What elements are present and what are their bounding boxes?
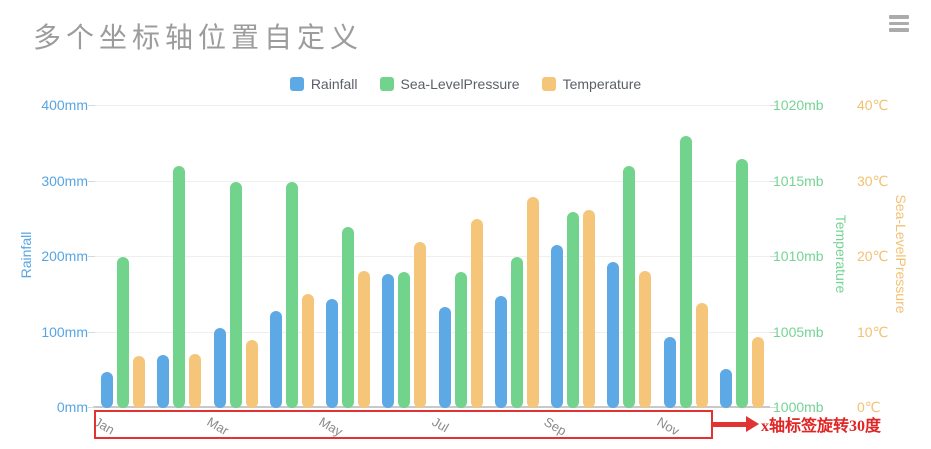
legend-item-sea-levelpressure[interactable]: Sea-LevelPressure <box>379 76 520 92</box>
bar-sea-levelpressure[interactable] <box>735 158 748 408</box>
annotation-arrow <box>713 422 746 427</box>
y-tick-label-rainfall: 200mm <box>41 248 88 264</box>
axis-tick <box>88 105 95 106</box>
bar-sea-levelpressure[interactable] <box>173 166 186 408</box>
legend-label: Rainfall <box>310 76 358 92</box>
bar-rainfall[interactable] <box>157 355 170 408</box>
axis-tick <box>770 180 777 182</box>
bar-temperature[interactable] <box>695 303 708 408</box>
y-axis-name-pressure: Temperature <box>833 214 849 294</box>
legend-label: Sea-LevelPressure <box>400 76 520 92</box>
legend: Rainfall Sea-LevelPressure Temperature <box>0 76 931 92</box>
y-axis-name-temperature: Sea-LevelPressure <box>893 194 909 314</box>
gridline <box>95 180 770 182</box>
axis-tick <box>770 331 777 333</box>
bar-sea-levelpressure[interactable] <box>398 272 411 408</box>
bar-temperature[interactable] <box>751 337 764 408</box>
bar-sea-levelpressure[interactable] <box>623 166 636 408</box>
bar-sea-levelpressure[interactable] <box>342 226 355 408</box>
y-tick-label-temperature: 10℃ <box>857 323 889 340</box>
y-tick-label-pressure: 1020mb <box>773 97 824 113</box>
y-tick-label-rainfall: 300mm <box>41 172 88 189</box>
y-tick-label-temperature: 0℃ <box>857 399 881 415</box>
bar-temperature[interactable] <box>133 355 146 408</box>
gridline <box>95 331 770 333</box>
axis-tick <box>88 180 95 182</box>
axis-tick <box>770 105 777 106</box>
bar-temperature[interactable] <box>189 353 202 408</box>
x-axis-line <box>93 406 770 408</box>
bar-rainfall[interactable] <box>663 337 676 408</box>
bar-temperature[interactable] <box>358 271 371 408</box>
bar-sea-levelpressure[interactable] <box>117 257 130 408</box>
bar-rainfall[interactable] <box>438 306 451 408</box>
gridline <box>95 105 770 106</box>
bar-temperature[interactable] <box>639 271 652 408</box>
bar-sea-levelpressure[interactable] <box>454 272 467 408</box>
y-tick-label-pressure: 1010mb <box>773 248 824 264</box>
bar-temperature[interactable] <box>526 196 539 408</box>
y-tick-label-rainfall: 100mm <box>41 323 88 340</box>
legend-item-rainfall[interactable]: Rainfall <box>289 76 358 92</box>
bar-rainfall[interactable] <box>494 296 507 408</box>
legend-item-temperature[interactable]: Temperature <box>541 76 642 92</box>
bar-rainfall[interactable] <box>382 273 395 408</box>
bar-sea-levelpressure[interactable] <box>567 211 580 408</box>
bar-temperature[interactable] <box>301 293 314 408</box>
hamburger-menu-icon[interactable] <box>889 15 909 35</box>
bar-rainfall[interactable] <box>607 261 620 408</box>
legend-label: Temperature <box>562 76 642 92</box>
axis-tick <box>88 407 95 408</box>
bar-temperature[interactable] <box>245 340 258 408</box>
y-tick-label-temperature: 20℃ <box>857 248 889 264</box>
legend-swatch-icon <box>289 77 304 91</box>
bar-sea-levelpressure[interactable] <box>679 136 692 408</box>
y-tick-label-temperature: 40℃ <box>857 97 889 113</box>
bar-temperature[interactable] <box>470 219 483 408</box>
annotation-arrow-head-icon <box>746 416 759 432</box>
bar-temperature[interactable] <box>583 210 596 408</box>
axis-tick <box>770 256 777 257</box>
legend-swatch-icon <box>541 77 556 91</box>
bar-temperature[interactable] <box>414 241 427 408</box>
y-tick-label-pressure: 1005mb <box>773 323 824 340</box>
y-axis-name-rainfall: Rainfall <box>18 231 34 279</box>
bar-sea-levelpressure[interactable] <box>229 181 242 408</box>
y-tick-label-temperature: 30℃ <box>857 172 889 189</box>
bar-rainfall[interactable] <box>269 311 282 408</box>
bar-rainfall[interactable] <box>326 299 339 408</box>
axis-tick <box>88 256 95 257</box>
y-tick-label-pressure: 1000mb <box>773 399 824 415</box>
legend-swatch-icon <box>379 77 394 91</box>
bar-rainfall[interactable] <box>551 244 564 408</box>
annotation-box <box>94 410 713 439</box>
bar-rainfall[interactable] <box>213 327 226 408</box>
annotation-text: x轴标签旋转30度 <box>761 418 882 435</box>
bar-rainfall[interactable] <box>719 368 732 408</box>
bar-sea-levelpressure[interactable] <box>285 181 298 408</box>
axis-tick <box>770 407 777 408</box>
y-tick-label-rainfall: 0mm <box>56 399 88 415</box>
gridline <box>95 256 770 257</box>
y-tick-label-rainfall: 400mm <box>41 97 88 113</box>
bar-rainfall[interactable] <box>101 371 114 408</box>
y-tick-label-pressure: 1015mb <box>773 172 824 189</box>
bar-sea-levelpressure[interactable] <box>510 257 523 408</box>
page-title: 多个坐标轴位置自定义 <box>33 22 364 53</box>
axis-tick <box>88 331 95 333</box>
